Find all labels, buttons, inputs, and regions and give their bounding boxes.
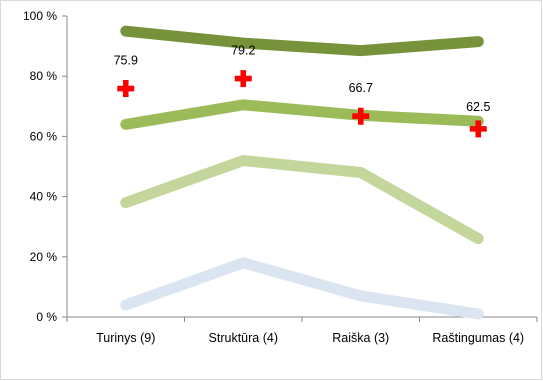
- y-tick-label: 40 %: [30, 190, 58, 204]
- series-line-3: [120, 155, 484, 245]
- data-label: 66.7: [349, 81, 373, 95]
- series-line-2: [120, 99, 484, 130]
- x-tick-label: Struktūra (4): [209, 331, 278, 345]
- y-tick-label: 100 %: [23, 9, 57, 23]
- data-label: 79.2: [231, 44, 255, 58]
- y-tick-label: 80 %: [30, 69, 58, 83]
- plus-marker: [469, 120, 487, 138]
- data-label: 75.9: [114, 54, 138, 68]
- data-label: 62.5: [466, 100, 490, 114]
- plus-marker: [234, 70, 252, 88]
- y-tick-label: 60 %: [30, 129, 58, 143]
- y-tick-label: 20 %: [30, 250, 58, 264]
- x-tick-label: Turinys (9): [96, 331, 155, 345]
- x-tick-label: Raštingumas (4): [432, 331, 524, 345]
- series-line-4: [120, 257, 484, 320]
- plus-marker: [117, 80, 135, 98]
- y-tick-label: 0 %: [36, 310, 57, 324]
- x-tick-label: Raiška (3): [332, 331, 389, 345]
- plus-marker: [352, 107, 370, 125]
- series-line-1: [120, 25, 484, 57]
